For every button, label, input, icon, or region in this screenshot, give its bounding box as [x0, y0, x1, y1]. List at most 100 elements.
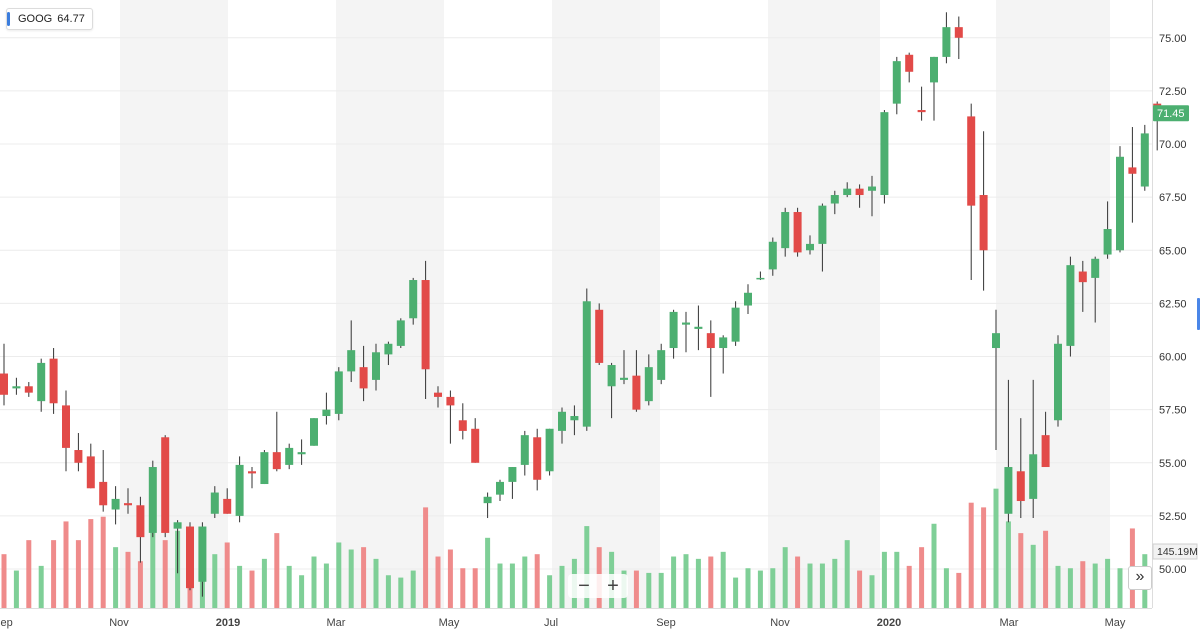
candle-body — [334, 371, 343, 414]
y-tick-label: 75.00 — [1159, 33, 1187, 45]
volume-bar — [906, 565, 912, 608]
volume-bar — [832, 558, 838, 608]
zoom-controls: − + — [568, 574, 628, 598]
candle-body — [768, 241, 777, 270]
candle-body — [917, 110, 926, 113]
scroll-right-button[interactable]: » — [1128, 566, 1152, 590]
candle-body — [806, 243, 814, 251]
y-tick-label: 57.50 — [1159, 405, 1187, 417]
candle-body — [620, 377, 628, 380]
y-tick-label: 67.50 — [1159, 192, 1187, 204]
candle-body — [248, 471, 256, 474]
candle-body — [372, 352, 380, 380]
candle-body — [905, 54, 914, 72]
volume-bar — [274, 533, 280, 608]
zoom-out-button[interactable]: − — [578, 575, 590, 597]
volume-bar — [819, 563, 825, 608]
candle-body — [446, 396, 455, 406]
scroll-handle[interactable] — [1197, 298, 1200, 330]
candle-body — [434, 392, 442, 397]
x-tick-label: May — [439, 617, 460, 629]
candle-body — [595, 309, 604, 363]
volume-bar — [1030, 544, 1036, 608]
candle-body — [285, 447, 294, 465]
volume-bar — [299, 575, 305, 608]
volume-bar — [757, 570, 763, 608]
candle-body — [644, 367, 653, 402]
candle-body — [1128, 167, 1137, 174]
volume-bar — [745, 568, 751, 608]
y-tick-label: 62.50 — [1159, 298, 1187, 310]
volume-bar — [63, 521, 69, 608]
candle-body — [1091, 258, 1100, 278]
volume-bar — [1055, 565, 1061, 608]
ticker-value: 64.77 — [57, 13, 85, 25]
volume-bar — [782, 547, 788, 608]
x-tick-label: 2020 — [877, 617, 901, 629]
last-price-label: 71.45 — [1157, 108, 1185, 120]
volume-bar — [51, 540, 57, 608]
volume-bar — [1067, 568, 1073, 608]
y-tick-label: 65.00 — [1159, 245, 1187, 257]
candle-body — [124, 503, 132, 506]
x-tick-label: Nov — [770, 617, 790, 629]
candle-body — [223, 498, 232, 514]
candle-body — [384, 343, 393, 355]
volume-bar — [534, 554, 540, 608]
last-price-tag — [1153, 105, 1189, 122]
volume-bar — [385, 575, 391, 608]
candle-body — [198, 526, 207, 582]
volume-bar — [522, 556, 528, 608]
candle-body — [148, 467, 157, 533]
candle-body — [942, 27, 951, 57]
candle-body — [322, 409, 331, 417]
candle-body — [1066, 265, 1075, 346]
ticker-badge[interactable]: GOOG 64.77 — [6, 8, 93, 30]
candle-body — [694, 326, 703, 329]
x-tick-label: 2019 — [216, 617, 240, 629]
volume-bar — [261, 558, 267, 608]
volume-bar — [472, 568, 478, 608]
candle-body — [719, 337, 728, 349]
price-tags: 71.45 145.19M — [1152, 105, 1198, 560]
candle-body — [235, 464, 244, 516]
candle-body — [582, 301, 591, 427]
candle-body — [99, 481, 108, 506]
volume-bar — [398, 577, 404, 608]
volume-bar — [683, 554, 689, 608]
volume-bar — [460, 568, 466, 608]
volume-bar — [75, 540, 81, 608]
zoom-in-button[interactable]: + — [607, 575, 619, 597]
candle-body — [607, 365, 616, 387]
y-tick-label: 55.00 — [1159, 458, 1187, 470]
volume-bar — [485, 537, 491, 608]
candle-body — [483, 496, 492, 504]
volume-bar — [26, 540, 32, 608]
volume-bar — [993, 488, 999, 608]
candle-body — [880, 112, 889, 196]
candle-body — [136, 505, 145, 538]
candle-body — [421, 280, 430, 370]
candle-body — [508, 467, 517, 482]
volume-bar — [497, 563, 503, 608]
candlesticks — [0, 12, 1162, 597]
candle-body — [818, 205, 827, 244]
volume-bar — [249, 570, 255, 608]
volume-bar — [584, 526, 590, 608]
volume-bar — [13, 570, 19, 608]
volume-bar — [100, 516, 106, 608]
candle-body — [793, 212, 802, 253]
volume-bar — [844, 540, 850, 608]
volume-bar — [720, 551, 726, 608]
volume-bar — [807, 563, 813, 608]
volume-bar — [1043, 530, 1049, 608]
volume-bar — [212, 554, 218, 608]
volume-bar — [373, 558, 379, 608]
volume-bar — [323, 563, 329, 608]
candle-body — [74, 450, 83, 463]
volume-label: 145.19M — [1157, 546, 1198, 558]
candle-body — [496, 481, 504, 495]
candle-body — [558, 411, 566, 431]
volume-bar — [633, 570, 639, 608]
